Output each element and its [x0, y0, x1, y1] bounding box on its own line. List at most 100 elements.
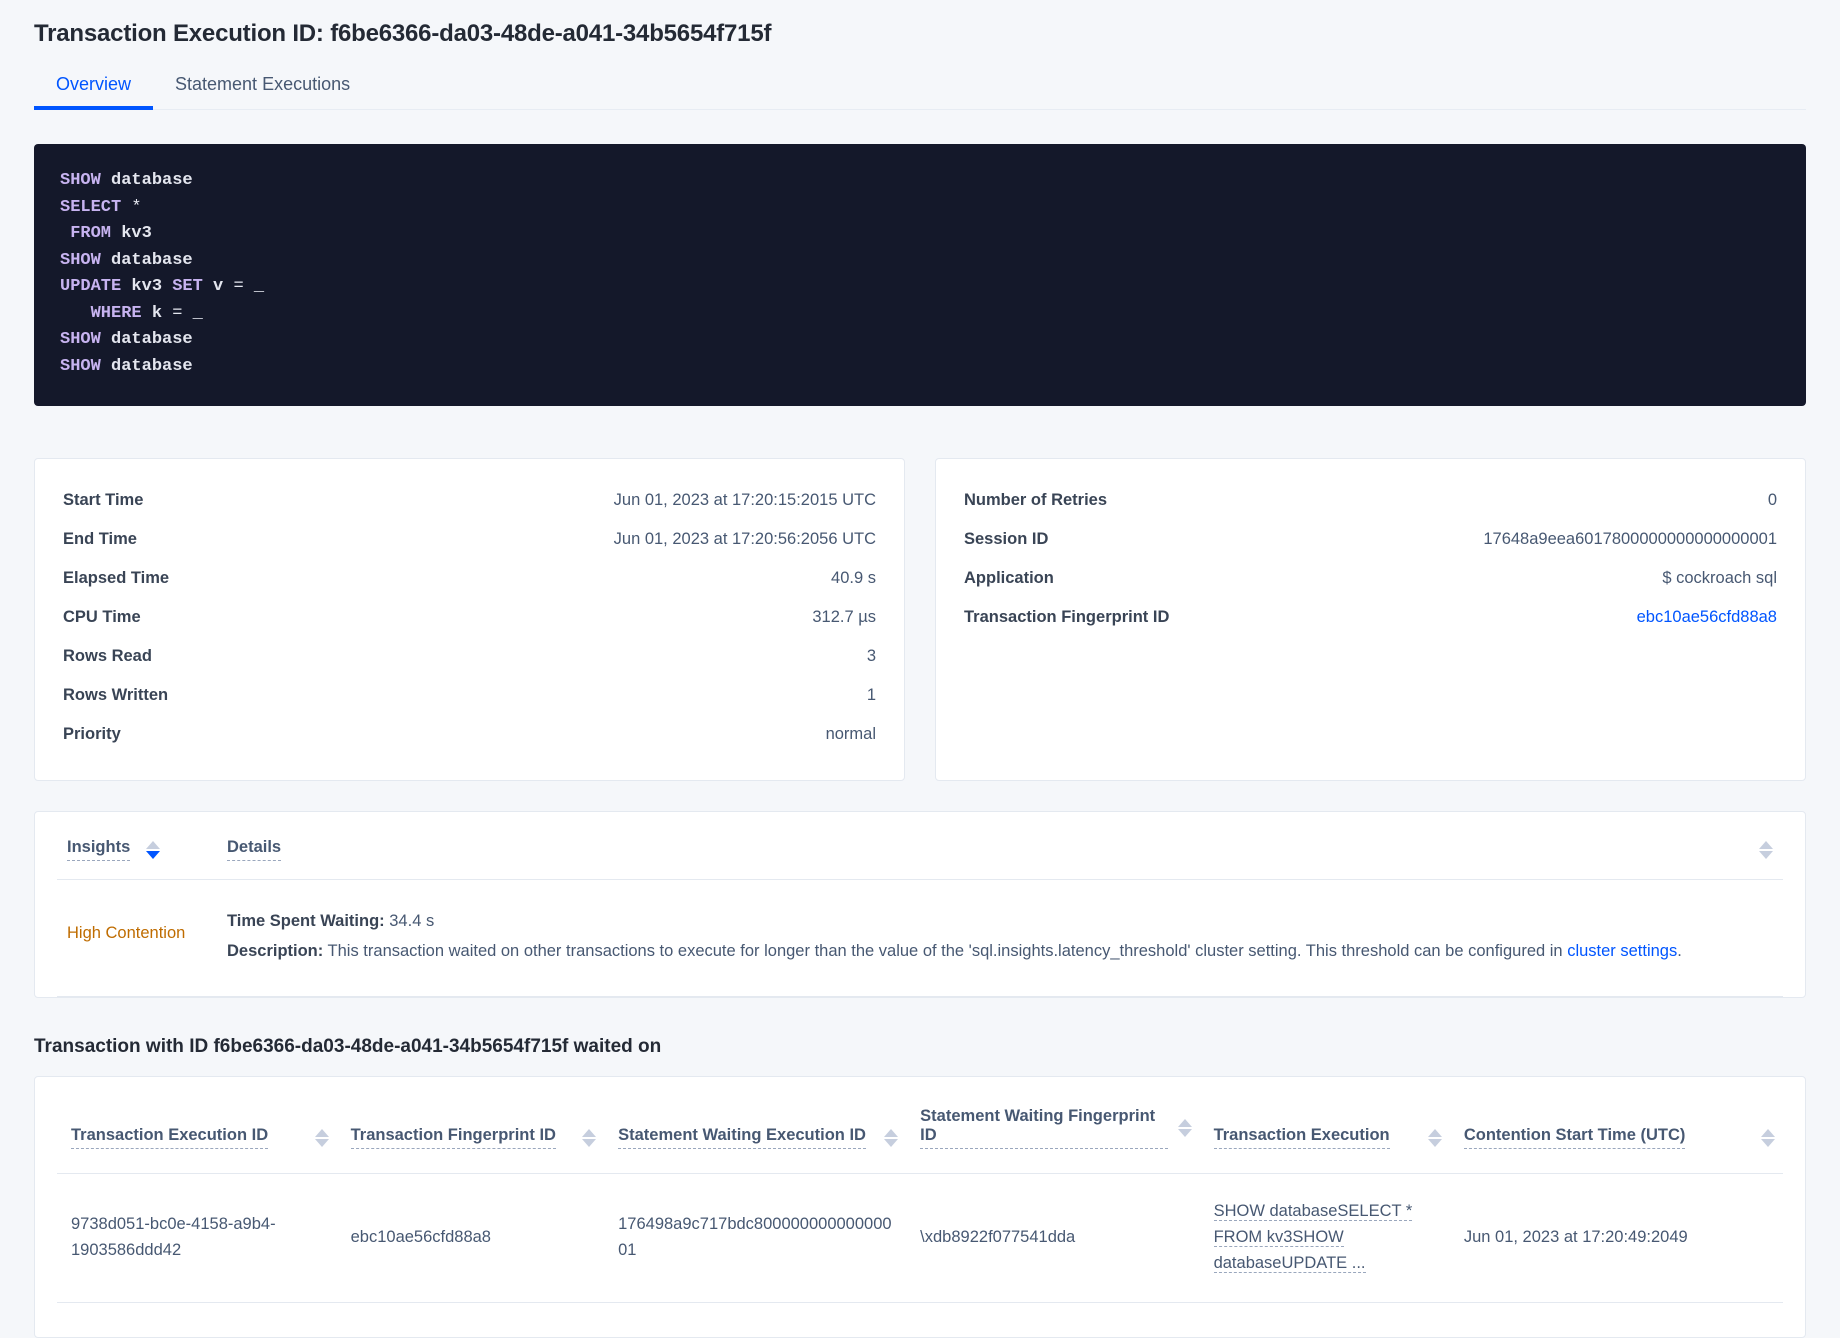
stat-row: CPU Time 312.7 µs	[63, 598, 876, 637]
sql-token-sp	[162, 304, 172, 323]
sql-token-sp	[244, 277, 254, 296]
insights-table-header: Insights Details	[57, 812, 1783, 880]
sql-token-op: *	[131, 197, 142, 217]
th-label[interactable]: Contention Start Time (UTC)	[1463, 1126, 1686, 1149]
stat-row: Start Time Jun 01, 2023 at 17:20:15:2015 …	[63, 481, 876, 520]
sql-token-op: _	[192, 303, 203, 323]
th-transaction-execution-id: Transaction Execution ID	[57, 1077, 337, 1174]
triangle-up-icon	[1761, 1128, 1775, 1137]
sql-token-sp	[121, 277, 131, 296]
insights-column-details: Details	[227, 838, 1759, 861]
transaction-meta-card: Number of Retries 0 Session ID 17648a9eea60…	[935, 458, 1806, 781]
triangle-up-icon	[582, 1128, 597, 1137]
stat-label: Rows Written	[63, 686, 169, 704]
th-label[interactable]: Transaction Fingerprint ID	[350, 1126, 556, 1149]
cluster-settings-link[interactable]: cluster settings	[1567, 942, 1678, 960]
sort-icon-insights[interactable]	[146, 840, 161, 859]
sort-icon-transaction-fingerprint-id[interactable]	[582, 1128, 597, 1147]
sql-token-kw: SELECT	[60, 197, 122, 217]
stat-value: normal	[825, 725, 876, 743]
sql-line: SHOW database	[60, 248, 1780, 275]
th-label[interactable]: Statement Waiting Fingerprint ID	[920, 1107, 1168, 1149]
triangle-up-icon	[146, 840, 161, 849]
insights-column-end-sorter	[1759, 840, 1773, 859]
triangle-up-icon	[884, 1128, 899, 1137]
waited-on-table: Transaction Execution ID Transaction Fin…	[57, 1077, 1783, 1303]
stat-row: Rows Written 1	[63, 676, 876, 715]
th-label[interactable]: Statement Waiting Execution ID	[618, 1126, 866, 1149]
stat-value: Jun 01, 2023 at 17:20:15:2015 UTC	[613, 491, 876, 509]
sql-token-sp	[111, 224, 121, 243]
stat-value: 40.9 s	[831, 569, 876, 587]
triangle-down-icon	[146, 850, 161, 859]
insight-description-text: This transaction waited on other transac…	[323, 942, 1568, 960]
sql-line: SHOW database	[60, 327, 1780, 354]
stat-label: Start Time	[63, 491, 144, 509]
sql-statement-panel: SHOW database SELECT * FROM kv3 SHOW datab…	[34, 144, 1806, 406]
tab-overview[interactable]: Overview	[34, 64, 154, 110]
tab-bar: Overview Statement Executions	[34, 64, 1806, 110]
sql-token-op: _	[253, 277, 265, 296]
insight-waiting-line: Time Spent Waiting: 34.4 s	[227, 906, 1773, 936]
sql-token-id: k	[151, 303, 163, 323]
triangle-down-icon	[1177, 1129, 1192, 1137]
triangle-down-icon	[582, 1138, 597, 1147]
sql-token-id: kv3	[121, 224, 152, 243]
sort-icon-contention-start-time[interactable]	[1761, 1128, 1775, 1147]
sort-icon-transaction-execution-id[interactable]	[314, 1128, 329, 1147]
waited-on-table-card: Transaction Execution ID Transaction Fin…	[34, 1076, 1806, 1338]
sql-token-sp	[162, 277, 172, 296]
insights-column-details-label[interactable]: Details	[227, 838, 282, 861]
stat-value: Jun 01, 2023 at 17:20:56:2056 UTC	[613, 530, 876, 548]
sql-token-kw: SET	[172, 277, 203, 296]
cell-statement-waiting-fingerprint-id: \xdb8922f077541dda	[906, 1173, 1200, 1303]
stat-label: Elapsed Time	[63, 569, 170, 587]
insights-card: Insights Details High Contention Ti	[34, 811, 1806, 998]
stat-label: CPU Time	[63, 608, 141, 626]
insight-waiting-value: 34.4 s	[384, 912, 435, 930]
transaction-fingerprint-id-link[interactable]: ebc10ae56cfd88a8	[1636, 608, 1777, 626]
insights-column-insights-label[interactable]: Insights	[67, 838, 131, 861]
stat-value: 1	[866, 686, 876, 704]
summary-cards: Start Time Jun 01, 2023 at 17:20:15:2015 …	[34, 458, 1806, 781]
cell-transaction-execution[interactable]: SHOW databaseSELECT * FROM kv3SHOW datab…	[1199, 1173, 1450, 1303]
triangle-down-icon	[1427, 1138, 1442, 1147]
sql-token-sp	[60, 224, 70, 243]
stat-value: 3	[866, 647, 876, 665]
sql-line: FROM kv3	[60, 221, 1780, 248]
cell-transaction-fingerprint-id: ebc10ae56cfd88a8	[336, 1173, 605, 1303]
cell-statement-waiting-execution-id: 176498a9c717bdc80000000000000001	[604, 1173, 907, 1303]
sql-token-op: =	[233, 277, 244, 296]
stat-row: End Time Jun 01, 2023 at 17:20:56:2056 UT…	[63, 520, 876, 559]
insights-row: High Contention Time Spent Waiting: 34.4…	[57, 880, 1783, 997]
sort-icon-details[interactable]	[1759, 840, 1773, 859]
tab-statement-executions[interactable]: Statement Executions	[175, 74, 351, 94]
triangle-up-icon	[1427, 1128, 1442, 1137]
insight-name[interactable]: High Contention	[67, 924, 186, 942]
sql-token-id: database	[111, 356, 193, 376]
meta-value: $ cockroach sql	[1662, 569, 1777, 587]
meta-label: Session ID	[964, 530, 1049, 548]
insight-description-line: Description: This transaction waited on …	[227, 936, 1773, 966]
meta-value[interactable]: ebc10ae56cfd88a8	[1637, 608, 1777, 627]
th-statement-waiting-execution-id: Statement Waiting Execution ID	[604, 1077, 907, 1174]
sort-icon-statement-waiting-fingerprint-id[interactable]	[1177, 1119, 1192, 1137]
stat-label: Priority	[63, 725, 121, 743]
sql-line: SHOW database	[60, 354, 1780, 381]
th-label[interactable]: Transaction Execution	[1213, 1126, 1390, 1149]
triangle-up-icon	[1759, 840, 1773, 849]
sql-token-kw: SHOW	[60, 356, 101, 376]
transaction-execution-text[interactable]: SHOW databaseSELECT * FROM kv3SHOW datab…	[1213, 1202, 1413, 1273]
th-statement-waiting-fingerprint-id: Statement Waiting Fingerprint ID	[906, 1077, 1200, 1174]
meta-label: Application	[964, 569, 1054, 587]
sql-token-sp	[60, 304, 91, 323]
sql-token-kw: SHOW	[60, 330, 101, 349]
triangle-down-icon	[1759, 850, 1773, 859]
sql-line: UPDATE kv3 SET v = _	[60, 274, 1780, 301]
th-label[interactable]: Transaction Execution ID	[71, 1126, 269, 1149]
meta-value: 0	[1767, 491, 1777, 509]
sql-token-id: database	[111, 171, 193, 190]
th-contention-start-time: Contention Start Time (UTC)	[1449, 1077, 1783, 1174]
sort-icon-transaction-execution[interactable]	[1427, 1128, 1442, 1147]
sort-icon-statement-waiting-execution-id[interactable]	[884, 1128, 899, 1147]
